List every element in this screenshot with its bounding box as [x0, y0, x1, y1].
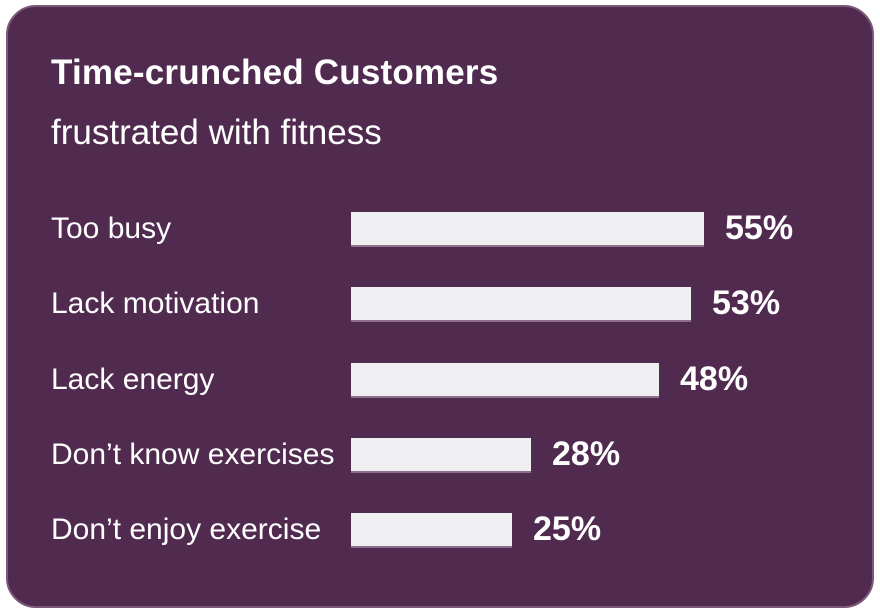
bar-category-label: Lack motivation: [51, 286, 260, 320]
bar-row: Don’t enjoy exercise 25%: [51, 510, 602, 548]
chart-card: Time-crunched Customers frustrated with …: [6, 5, 874, 608]
bar-row: Lack energy 48%: [51, 360, 749, 398]
bar-category-label: Lack energy: [51, 362, 215, 396]
bar-row: Don’t know exercises 28%: [51, 435, 621, 473]
bar-value-label: 55%: [725, 209, 794, 247]
bar-row: Lack motivation 53%: [51, 284, 781, 322]
bar-value-label: 48%: [680, 360, 749, 398]
bar-row: Too busy 55%: [51, 209, 794, 247]
bar-value-label: 25%: [533, 510, 602, 548]
bar: [351, 438, 531, 471]
bar-value-label: 28%: [552, 435, 621, 473]
bar-category-label: Don’t know exercises: [51, 437, 335, 471]
bar-chart: Too busy 55% Lack motivation 53% Lack en…: [8, 7, 872, 606]
chart-subtitle: frustrated with fitness: [51, 113, 382, 152]
bar-value-label: 53%: [712, 284, 781, 322]
chart-title: Time-crunched Customers: [51, 53, 499, 92]
bar-category-label: Too busy: [51, 211, 172, 245]
bar-category-label: Don’t enjoy exercise: [51, 512, 322, 546]
bar: [351, 287, 691, 320]
bar: [351, 212, 704, 245]
bar: [351, 363, 659, 396]
bar: [351, 513, 512, 546]
